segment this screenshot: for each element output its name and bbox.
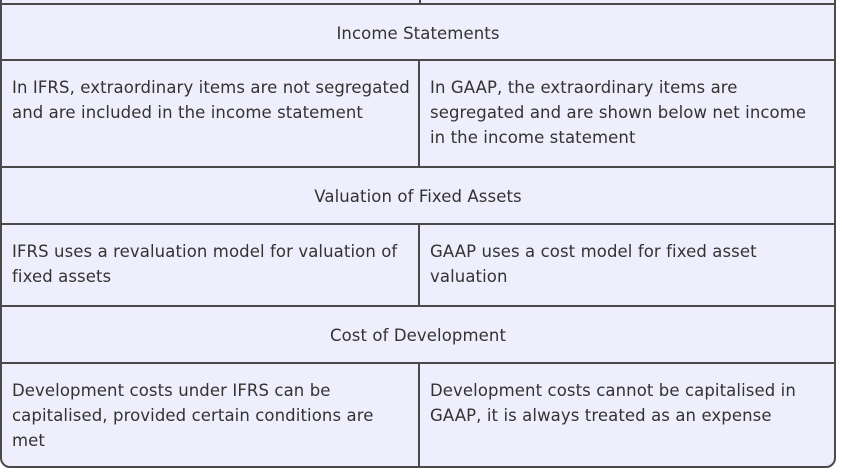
ifrs-cell: Development costs under IFRS can be capi… [2, 364, 420, 466]
comparison-row-valuation-of-fixed-assets: IFRS uses a revaluation model for valuat… [2, 223, 834, 307]
ifrs-cell: IFRS uses a revaluation model for valuat… [2, 225, 420, 307]
section-header-cost-of-development: Cost of Development [2, 305, 834, 364]
comparison-row-cost-of-development: Development costs under IFRS can be capi… [2, 362, 834, 466]
section-header-valuation-of-fixed-assets: Valuation of Fixed Assets [2, 166, 834, 225]
column-divider-stub [419, 0, 421, 4]
section-title: Cost of Development [329, 326, 507, 345]
gaap-cell: GAAP uses a cost model for fixed asset v… [430, 242, 757, 286]
gaap-cell: In GAAP, the extraordinary items are seg… [430, 78, 807, 147]
section-header-income-statements: Income Statements [2, 3, 834, 61]
section-title: Income Statements [336, 23, 500, 43]
section-title: Valuation of Fixed Assets [314, 187, 522, 206]
comparison-row-income-statements: In IFRS, extraordinary items are not seg… [2, 59, 834, 168]
ifrs-cell: In IFRS, extraordinary items are not seg… [2, 61, 420, 168]
gaap-cell: Development costs cannot be capitalised … [430, 381, 796, 425]
